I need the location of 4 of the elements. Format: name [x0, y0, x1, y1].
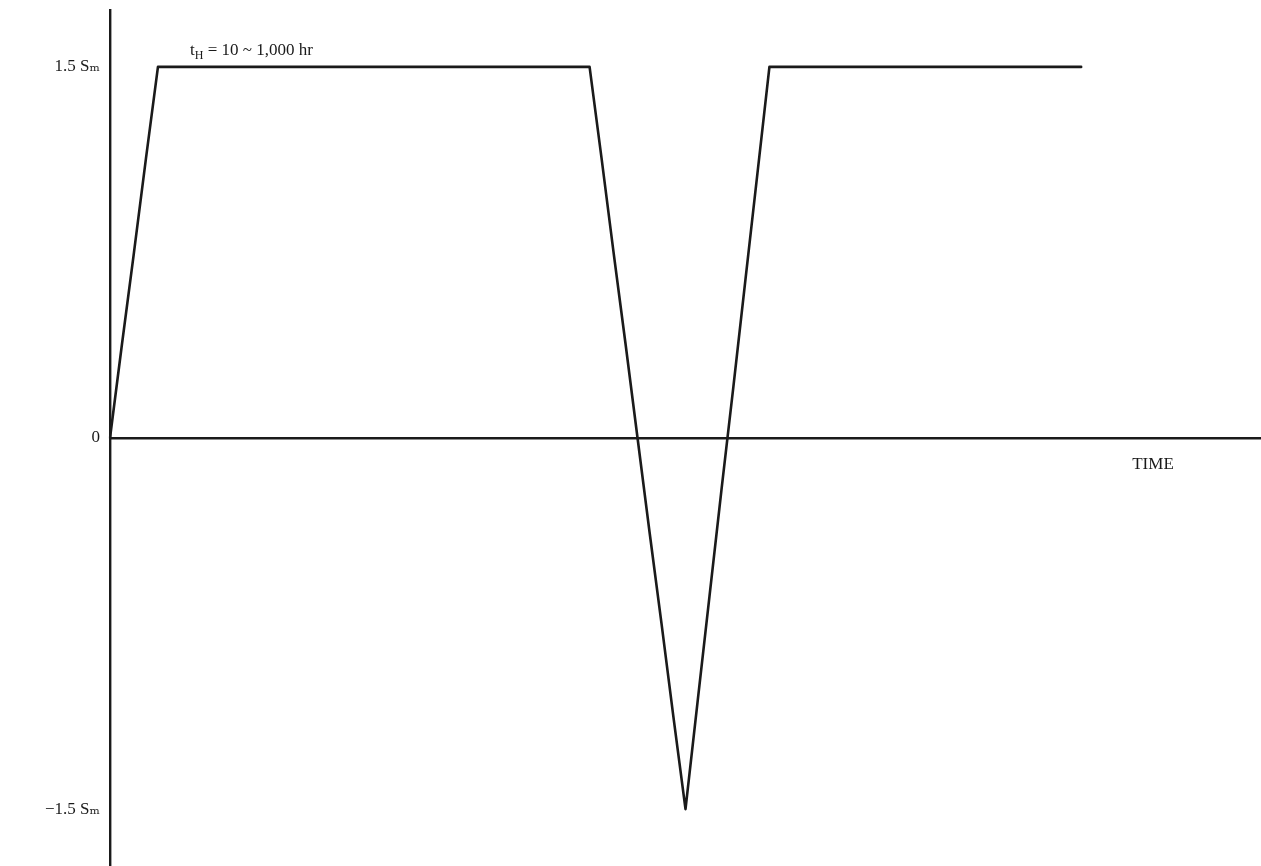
y-tick-label: 0: [91, 427, 100, 447]
y-tick-label: 1.5 Sₘ: [54, 56, 100, 76]
y-tick-label: −1.5 Sₘ: [45, 798, 100, 818]
x-axis-title: TIME: [1132, 454, 1174, 473]
